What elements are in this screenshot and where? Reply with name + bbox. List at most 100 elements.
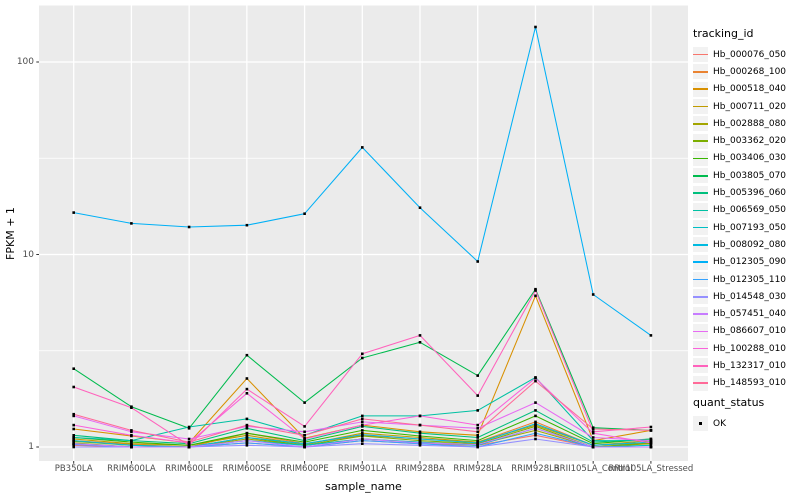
data-point xyxy=(245,439,249,442)
legend-item-label: Hb_012305_090 xyxy=(713,257,787,268)
data-point xyxy=(649,437,653,441)
legend-quant-status-title: quant_status xyxy=(693,396,765,409)
legend-item-label: Hb_003805_070 xyxy=(713,170,787,181)
data-point xyxy=(418,341,422,344)
data-point xyxy=(418,206,422,209)
legend-item: Hb_000268_100 xyxy=(693,63,786,80)
data-point xyxy=(361,442,364,445)
legend-key-line xyxy=(693,313,708,315)
data-point xyxy=(476,260,479,263)
data-point xyxy=(476,394,479,397)
legend-item-label: Hb_012305_110 xyxy=(713,274,787,285)
data-point xyxy=(187,440,191,444)
data-point xyxy=(361,429,364,432)
data-point xyxy=(245,427,249,430)
legend-item: Hb_002888_080 xyxy=(693,115,786,132)
data-point xyxy=(591,445,595,449)
data-point xyxy=(361,414,364,418)
y-tick-label: 10 xyxy=(22,249,34,260)
legend-key-line xyxy=(693,123,708,125)
data-point xyxy=(72,385,75,389)
legend-item: Hb_007193_050 xyxy=(693,219,786,236)
data-point xyxy=(418,334,422,337)
x-tick-label: RRIM600PE xyxy=(280,464,329,474)
legend-item: Hb_100288_010 xyxy=(693,340,786,357)
x-tick-label: RRIM928BA xyxy=(395,464,445,474)
data-point xyxy=(130,429,133,432)
legend-tracking-id-items: Hb_000076_050 Hb_000268_100 Hb_000518_040 H… xyxy=(693,46,786,392)
data-point xyxy=(361,433,364,436)
legend-item: Hb_000711_020 xyxy=(693,98,786,115)
data-point xyxy=(476,427,479,430)
data-point xyxy=(72,434,75,437)
data-point xyxy=(72,427,75,431)
data-point xyxy=(649,334,653,337)
legend-item: Hb_086607_010 xyxy=(693,323,786,340)
legend-key-line xyxy=(693,382,708,385)
data-point xyxy=(303,437,306,441)
data-point xyxy=(534,409,537,412)
data-point xyxy=(476,443,479,446)
legend-item: Hb_012305_090 xyxy=(693,254,786,271)
data-point xyxy=(591,439,595,442)
x-tick-label: RRII105LA_Control xyxy=(553,464,633,474)
data-point xyxy=(245,444,249,447)
data-point xyxy=(418,436,422,439)
data-point xyxy=(649,425,653,429)
legend-key-swatch xyxy=(693,133,708,149)
x-tick-label: PB350LA xyxy=(54,464,93,474)
legend-key-line xyxy=(693,261,708,263)
data-point xyxy=(591,427,595,431)
data-point xyxy=(534,420,537,424)
legend-key-line xyxy=(693,330,708,333)
data-point xyxy=(303,439,306,442)
legend-key-swatch xyxy=(693,220,708,236)
data-point xyxy=(361,437,364,441)
data-point xyxy=(245,434,249,437)
data-point xyxy=(591,430,595,434)
x-axis-title: sample_name xyxy=(325,480,402,493)
data-point xyxy=(534,429,537,432)
data-point xyxy=(534,376,537,380)
data-point xyxy=(361,439,364,442)
data-point xyxy=(418,431,422,435)
data-point xyxy=(534,437,537,441)
data-point xyxy=(418,444,422,447)
data-point xyxy=(130,222,133,225)
data-point xyxy=(245,437,249,441)
data-point xyxy=(72,211,75,214)
legend-key-swatch xyxy=(693,289,708,305)
data-point xyxy=(418,423,422,427)
data-point xyxy=(303,440,306,444)
data-point xyxy=(72,414,75,418)
y-axis-title-wrap: FPKM + 1 xyxy=(0,0,20,467)
data-point xyxy=(303,444,306,447)
legend-item-label: Hb_086607_010 xyxy=(713,326,787,337)
legend-key-line xyxy=(693,347,708,350)
data-point xyxy=(534,289,537,292)
legend-key-swatch xyxy=(693,185,708,201)
data-point xyxy=(245,431,249,435)
data-point xyxy=(649,445,653,449)
data-point xyxy=(72,367,75,370)
data-point xyxy=(476,445,479,449)
x-tick-label: RRIM928LB xyxy=(511,464,560,474)
data-point xyxy=(361,434,364,438)
legend-key-line xyxy=(693,140,708,142)
data-point xyxy=(303,425,306,428)
legend-key-swatch xyxy=(693,116,708,132)
legend-item-label: Hb_148593_010 xyxy=(713,378,787,389)
legend-key-line xyxy=(693,278,708,281)
legend-item: Hb_000076_050 xyxy=(693,46,786,63)
legend-key-swatch xyxy=(693,47,708,63)
data-point xyxy=(649,429,653,432)
data-point xyxy=(591,293,595,296)
data-point xyxy=(361,431,364,435)
legend-key-line xyxy=(693,105,708,108)
x-tick-label: RRII105LA_Stressed xyxy=(608,464,694,474)
data-point xyxy=(303,401,306,404)
data-point xyxy=(130,445,133,449)
legend-item-label: Hb_003362_020 xyxy=(713,136,787,147)
legend-key-point xyxy=(699,422,702,426)
legend-item: Hb_006569_050 xyxy=(693,202,786,219)
